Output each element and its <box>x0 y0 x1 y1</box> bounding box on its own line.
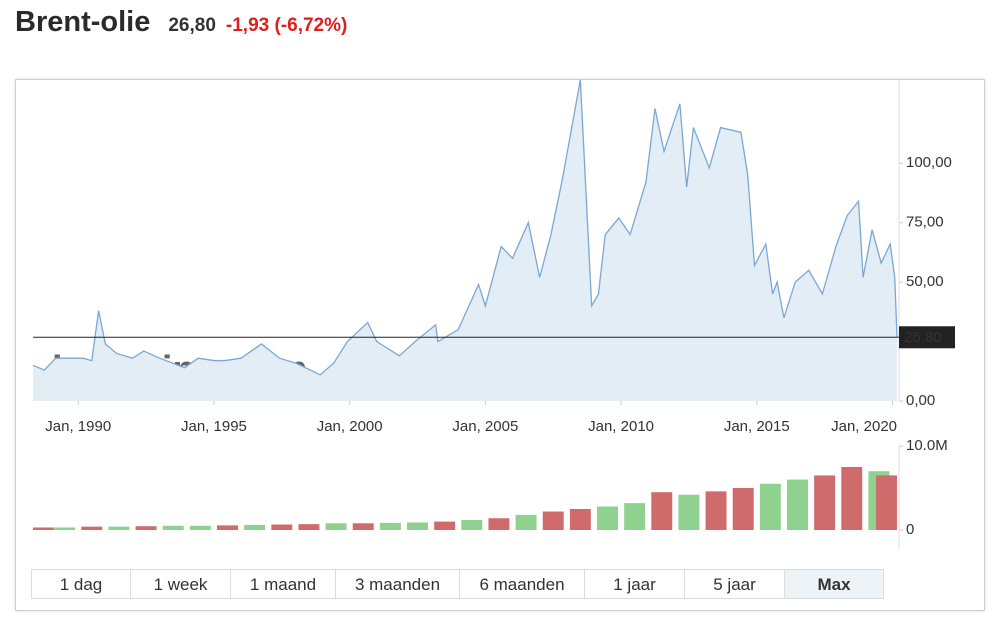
volume-bar <box>732 488 754 530</box>
volume-bar <box>542 511 564 530</box>
change: -1,93 (-6,72%) <box>225 15 348 36</box>
volume-bar <box>108 526 130 530</box>
volume-bar <box>461 519 483 530</box>
range-button[interactable]: 5 jaar <box>684 569 785 599</box>
range-button[interactable]: 1 week <box>130 569 231 599</box>
y-tick-label: 0,00 <box>906 392 935 409</box>
x-tick-label: Jan, 2000 <box>317 418 383 435</box>
title: Brent-olie <box>15 6 151 38</box>
x-tick-label: Jan, 1990 <box>45 418 111 435</box>
x-tick-label: Jan, 2015 <box>724 418 790 435</box>
volume-bar <box>244 524 266 530</box>
last-price-box <box>899 326 955 349</box>
volume-bar <box>162 525 184 530</box>
range-button[interactable]: 3 maanden <box>335 569 460 599</box>
volume-bar <box>841 467 863 530</box>
x-tick-label: Jan, 2020 <box>831 418 897 435</box>
range-button[interactable]: 6 maanden <box>459 569 585 599</box>
volume-bar <box>569 509 591 530</box>
volume-bar <box>434 521 456 530</box>
volume-bar <box>787 479 808 530</box>
volume-bar <box>81 526 103 530</box>
volume-bar <box>678 494 700 530</box>
volume-bar <box>597 506 618 530</box>
volume-bar <box>759 483 781 530</box>
x-tick-label: Jan, 2005 <box>452 418 518 435</box>
y-tick-label: 0 <box>906 521 914 538</box>
header: Brent-olie 26,80 -1,93 (-6,72%) <box>15 6 347 39</box>
volume-bar <box>271 524 293 530</box>
volume-bar <box>488 518 510 530</box>
volume-bar <box>705 491 727 530</box>
y-tick-label: 100,00 <box>906 154 952 171</box>
volume-bar <box>352 523 374 530</box>
volume-bar <box>298 524 320 530</box>
volume-bar <box>515 514 537 530</box>
volume-bar <box>876 475 897 530</box>
volume-bar <box>189 525 211 530</box>
y-tick-label: 10.0M <box>906 437 948 454</box>
range-button[interactable]: 1 maand <box>230 569 336 599</box>
y-tick-label: 75,00 <box>906 214 944 231</box>
y-tick-label: 50,00 <box>906 273 944 290</box>
volume-bar <box>651 492 673 530</box>
volume-bar <box>814 475 836 530</box>
range-button[interactable]: 1 dag <box>31 569 131 599</box>
x-tick-label: Jan, 1995 <box>181 418 247 435</box>
volume-bar <box>217 525 238 530</box>
volume-bar <box>33 527 54 530</box>
volume-bar <box>325 523 347 530</box>
volume-bar <box>407 522 428 530</box>
range-button[interactable]: 1 jaar <box>584 569 685 599</box>
chart-box <box>15 79 985 611</box>
x-tick-label: Jan, 2010 <box>588 418 654 435</box>
volume-bar <box>135 526 157 530</box>
price: 26,80 <box>168 15 216 36</box>
range-buttons: 1 dag 1 week 1 maand 3 maanden 6 maanden 1 ja… <box>31 569 884 599</box>
volume-bar <box>624 503 646 530</box>
range-button[interactable]: Max <box>784 569 884 599</box>
volume-bar <box>54 527 76 530</box>
area <box>33 80 897 401</box>
line <box>32 79 898 376</box>
volume-bar <box>379 522 401 530</box>
last-price-label: 26,80 <box>904 329 942 346</box>
